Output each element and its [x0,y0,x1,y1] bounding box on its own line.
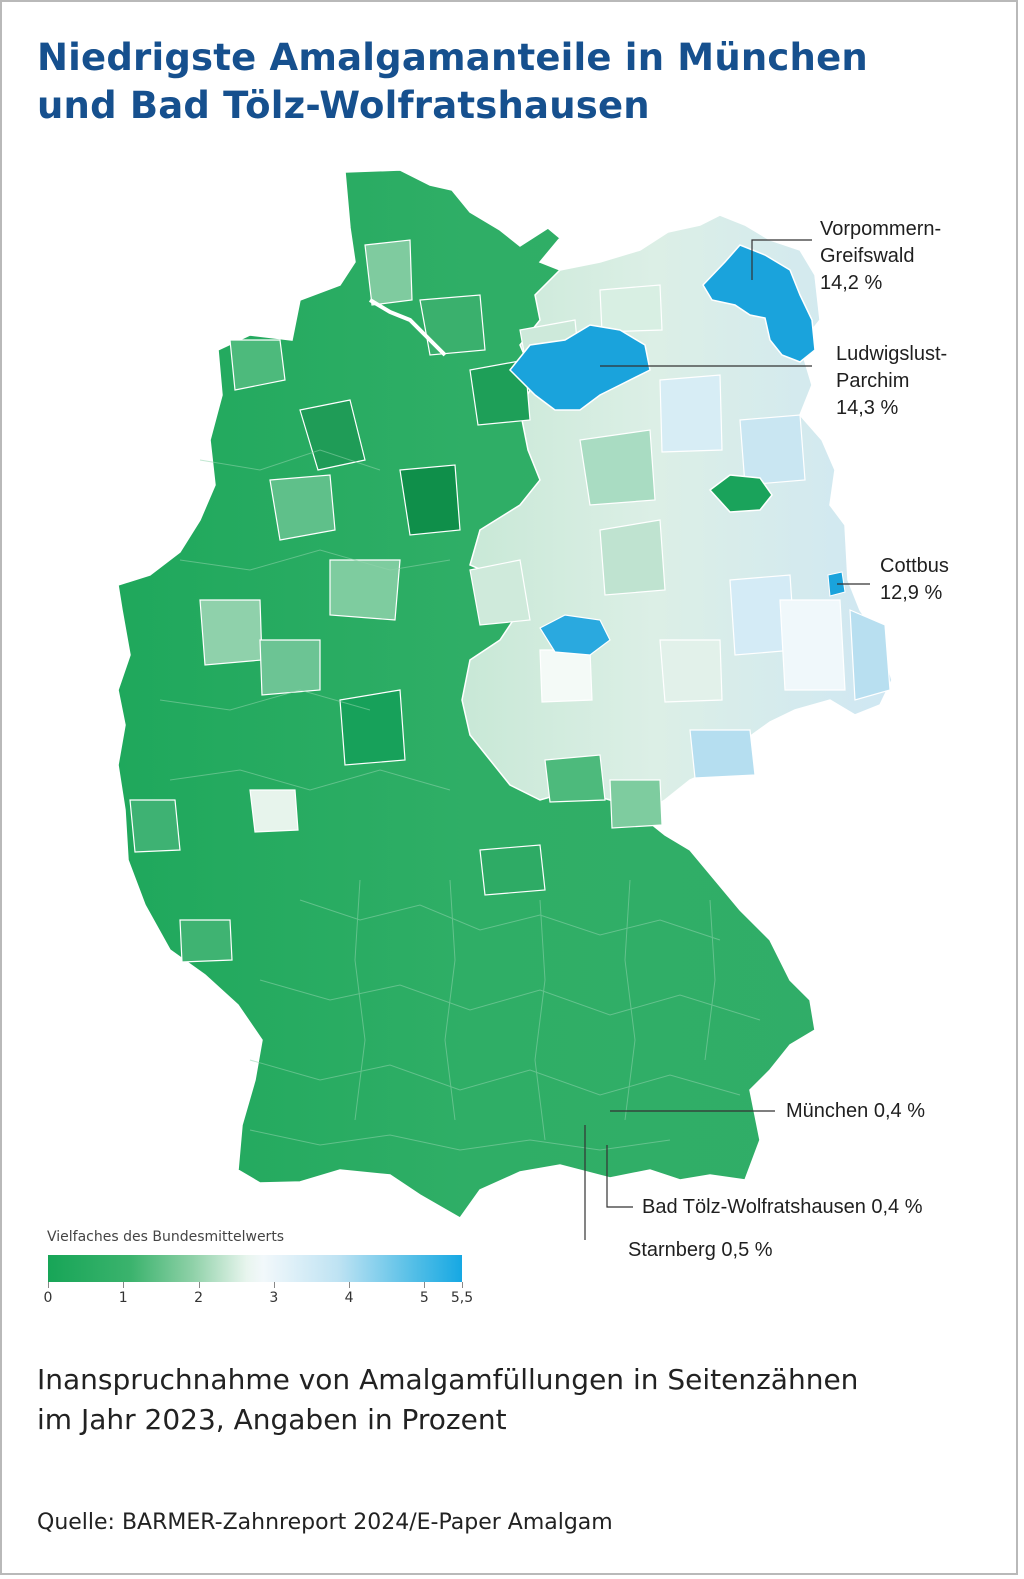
district-cottbus [827,571,846,597]
callout-starnberg: Starnberg 0,5 % [628,1237,773,1264]
district-berlin [708,474,773,513]
legend-tick-label: 2 [194,1290,203,1306]
legend-tick-mark [462,1282,463,1288]
district-ludwigslust-parchim [508,324,651,411]
title-line-2: und Bad Tölz-Wolfratshausen [37,84,650,127]
legend-color-scale [48,1255,462,1282]
callout-cottbus-value: 12,9 % [880,582,943,604]
legend-tick-label: 0 [43,1290,53,1306]
legend-tick-label: 1 [118,1290,128,1306]
callout-ludwigslust-line-1: Ludwigslust- [836,343,948,365]
leader-badtoelz [606,1145,633,1208]
legend-tick-mark [273,1282,275,1288]
legend-tick-mark [48,1282,49,1288]
legend-tick-label: 4 [344,1290,354,1306]
callout-vorpommern-greifswald: Vorpommern- Greifswald 14,2 % [820,216,941,297]
legend-tick-label: 5 [419,1290,429,1306]
callout-vorpommern-line-1: Vorpommern- [820,218,942,240]
district-patches [129,239,891,963]
callout-muenchen: München 0,4 % [786,1098,925,1125]
callout-cottbus-line-1: Cottbus [880,555,949,577]
callout-cottbus: Cottbus 12,9 % [880,553,949,607]
subtitle-line-2: im Jahr 2023, Angaben in Prozent [37,1403,507,1436]
callout-ludwigslust-parchim: Ludwigslust- Parchim 14,3 % [836,341,947,422]
callout-vorpommern-value: 14,2 % [820,272,883,294]
leader-vorpommern [751,239,812,280]
callout-ludwigslust-value: 14,3 % [836,397,899,419]
legend-tick-label: 3 [269,1290,279,1306]
callout-starnberg-text: Starnberg 0,5 % [628,1239,773,1261]
germany-map [117,169,893,1240]
leader-starnberg [584,1125,586,1240]
map-subtitle: Inanspruchnahme von Amalgamfüllungen in … [37,1360,858,1440]
district-mid-blue [539,614,611,656]
legend-tick-mark [424,1282,426,1288]
page-title: Niedrigste Amalgamanteile in München und… [37,34,997,130]
district-borders [159,449,761,1151]
source-note: Quelle: BARMER-Zahnreport 2024/E-Paper A… [37,1510,613,1535]
elbe-river [368,298,447,357]
callout-bad-toelz-wolfratshausen: Bad Tölz-Wolfratshausen 0,4 % [642,1194,923,1221]
callout-vorpommern-line-2: Greifswald [820,245,915,267]
legend-tick-mark [198,1282,200,1288]
legend-title: Vielfaches des Bundesmittelwerts [47,1229,285,1245]
leader-lines [584,239,870,1240]
subtitle-line-1: Inanspruchnahme von Amalgamfüllungen in … [37,1363,859,1396]
callout-muenchen-text: München 0,4 % [786,1100,925,1122]
legend-tick-mark [123,1282,125,1288]
legend-tick-label: 5,5 [450,1290,474,1306]
title-line-1: Niedrigste Amalgamanteile in München [37,36,868,79]
callout-badtoelz-text: Bad Tölz-Wolfratshausen 0,4 % [642,1196,923,1218]
legend-tick-mark [349,1282,351,1288]
callout-ludwigslust-line-2: Parchim [836,370,910,392]
